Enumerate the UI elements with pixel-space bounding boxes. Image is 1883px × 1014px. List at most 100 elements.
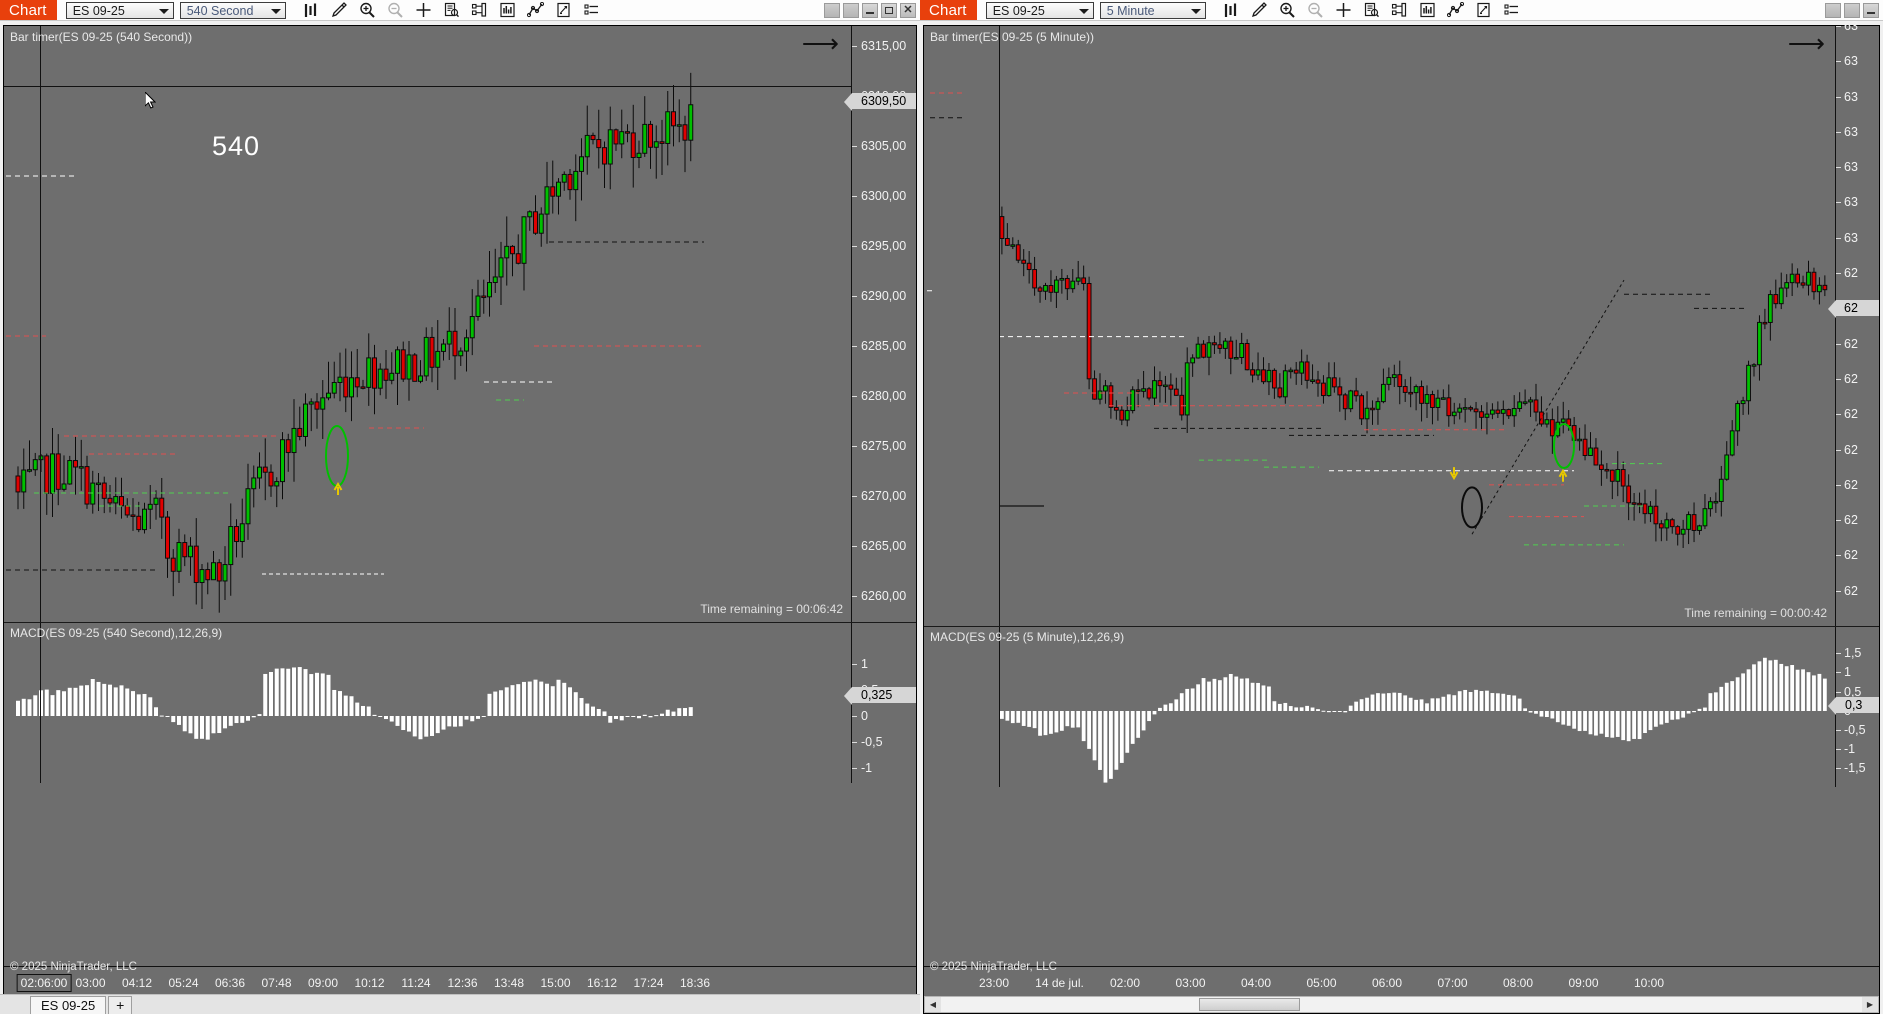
bars-chart-icon[interactable] <box>298 0 326 21</box>
time-tick-left: 16:12 <box>586 976 618 990</box>
price-tick-left: 6305,00 <box>852 139 916 153</box>
macd-plot-left[interactable]: MACD(ES 09-25 (540 Second),12,26,9) <box>4 623 851 783</box>
instrument-select-right[interactable]: ES 09-25 <box>985 2 1094 19</box>
scroll-track-right[interactable] <box>941 997 1862 1012</box>
time-tick-left: 13:48 <box>493 976 525 990</box>
bottom-tab-bar[interactable]: ES 09-25 + <box>0 994 920 1014</box>
macd-plot-right[interactable]: MACD(ES 09-25 (5 Minute),12,26,9) <box>924 627 1835 787</box>
layout-icon[interactable] <box>1386 0 1414 21</box>
time-remaining-right: Time remaining = 00:00:42 <box>1684 606 1827 620</box>
chart-area-right[interactable]: Bar timer(ES 09-25 (5 Minute)) Time rema… <box>920 19 1883 1014</box>
bars-chart-icon[interactable] <box>1218 0 1246 21</box>
time-tick-right: 09:00 <box>1568 976 1599 990</box>
crosshair-icon[interactable] <box>1330 0 1358 21</box>
time-tick-left: 06:36 <box>214 976 246 990</box>
time-axis-right[interactable]: 23:00 14 de jul. 02:00 03:00 04:00 05:00 06:00… <box>924 966 1879 996</box>
time-tick-left: 17:24 <box>633 976 664 990</box>
add-tab-button[interactable]: + <box>108 996 133 1014</box>
indicator-icon[interactable] <box>1414 0 1442 21</box>
instrument-select-left[interactable]: ES 09-25 <box>65 2 174 19</box>
arrow-right-icon[interactable]: ⟶ <box>1787 28 1825 58</box>
scroll-left-button[interactable]: ◀ <box>925 997 941 1012</box>
chart-menu-button-right[interactable]: Chart <box>920 0 977 20</box>
price-tick-left: 6280,00 <box>852 389 916 403</box>
maximize-button[interactable] <box>881 2 897 18</box>
price-candles-left <box>6 72 704 613</box>
price-tick-right: 63 <box>1836 195 1879 209</box>
macd-axis-right[interactable]: 1,510,50-0,5-1-1,5 0,3 <box>1828 627 1879 787</box>
macd-tick-right: -1,5 <box>1836 761 1879 775</box>
price-plot-left[interactable]: Bar timer(ES 09-25 (540 Second)) 540 Tim… <box>4 26 851 622</box>
scroll-thumb-right[interactable] <box>1198 998 1301 1011</box>
macd-axis-left[interactable]: 10,50-0,5-1 0,325 <box>844 623 916 783</box>
line-study-icon[interactable] <box>522 0 550 21</box>
chart-panel-left: Chart ES 09-25 540 Second <box>0 0 920 1014</box>
time-tick-left: 10:12 <box>354 976 385 990</box>
time-axis-left[interactable]: 02:06:00 03:00 04:12 05:24 06:36 07:48 09:00 10… <box>4 966 916 996</box>
chevron-down-icon <box>1078 8 1089 14</box>
pane-divider-right[interactable] <box>924 626 1879 627</box>
data-box-icon[interactable] <box>438 0 466 21</box>
close-button[interactable]: ✕ <box>900 2 916 18</box>
period-select-left[interactable]: 540 Second <box>179 2 286 19</box>
scroll-right-button[interactable]: ▶ <box>1862 997 1878 1012</box>
price-tick-left: 6270,00 <box>852 489 916 503</box>
price-tick-left: 6315,00 <box>852 39 916 53</box>
list-icon[interactable] <box>1498 0 1526 21</box>
chart-body-right[interactable]: Bar timer(ES 09-25 (5 Minute)) Time rema… <box>923 19 1880 1014</box>
macd-tick-left: 1 <box>852 657 916 671</box>
price-tick-right: 62 <box>1836 337 1879 351</box>
macd-pane-left[interactable]: MACD(ES 09-25 (540 Second),12,26,9) 10,5… <box>4 623 916 783</box>
properties-icon[interactable] <box>550 0 578 21</box>
pane-divider-left[interactable] <box>4 622 916 623</box>
line-study-icon[interactable] <box>1442 0 1470 21</box>
zoom-in-icon[interactable] <box>1274 0 1302 21</box>
restore-up-button[interactable] <box>1844 2 1860 18</box>
zoom-out-icon[interactable] <box>382 0 410 21</box>
time-tick-left: 02:06:00 <box>16 974 72 992</box>
chart-menu-button-left[interactable]: Chart <box>0 0 57 20</box>
restore-up-button[interactable] <box>843 2 859 18</box>
chevron-down-icon <box>158 8 169 14</box>
price-axis-left[interactable]: 6315,006310,006305,006300,006295,006290,… <box>844 26 916 622</box>
price-tick-right: 62 <box>1836 584 1879 598</box>
chart-area-left[interactable]: Bar timer(ES 09-25 (540 Second)) 540 Tim… <box>0 22 920 1014</box>
chart-panel-right: Chart ES 09-25 5 Minute <box>920 0 1883 1014</box>
pencil-icon[interactable] <box>1246 0 1274 21</box>
zoom-in-icon[interactable] <box>354 0 382 21</box>
price-tick-right: 63 <box>1836 90 1879 104</box>
zoom-out-icon[interactable] <box>1302 0 1330 21</box>
chevron-down-icon <box>1190 8 1201 14</box>
restore-down-button[interactable] <box>1825 2 1841 18</box>
price-tick-right: 62 <box>1836 407 1879 421</box>
horizontal-scrollbar-right[interactable]: ◀ ▶ <box>924 996 1879 1013</box>
price-pane-right[interactable]: Bar timer(ES 09-25 (5 Minute)) Time rema… <box>924 19 1879 626</box>
crosshair-icon[interactable] <box>410 0 438 21</box>
restore-down-button[interactable] <box>824 2 840 18</box>
period-select-value-right: 5 Minute <box>1106 3 1155 18</box>
time-tick-right: 03:00 <box>1175 976 1206 990</box>
price-plot-right[interactable]: Bar timer(ES 09-25 (5 Minute)) Time rema… <box>924 26 1835 626</box>
data-box-icon[interactable] <box>1358 0 1386 21</box>
workspace-tab-es[interactable]: ES 09-25 <box>30 996 107 1014</box>
crosshair-horizontal-left <box>4 86 851 87</box>
time-tick-right: 02:00 <box>1109 976 1141 990</box>
list-icon[interactable] <box>578 0 606 21</box>
price-tick-right: 62 <box>1836 548 1879 562</box>
period-select-right[interactable]: 5 Minute <box>1099 2 1206 19</box>
time-tick-right: 14 de jul. <box>1035 976 1084 990</box>
time-tick-left: 04:12 <box>121 976 153 990</box>
arrow-right-icon[interactable]: ⟶ <box>801 28 839 58</box>
macd-pane-right[interactable]: MACD(ES 09-25 (5 Minute),12,26,9) 1,5 1 0,… <box>924 627 1879 787</box>
indicator-icon[interactable] <box>494 0 522 21</box>
layout-icon[interactable] <box>466 0 494 21</box>
minimize-button[interactable] <box>862 2 878 18</box>
minimize-button[interactable] <box>1863 2 1879 18</box>
chart-body-left[interactable]: Bar timer(ES 09-25 (540 Second)) 540 Tim… <box>3 25 917 1014</box>
pencil-icon[interactable] <box>326 0 354 21</box>
properties-icon[interactable] <box>1470 0 1498 21</box>
time-tick-right: 05:00 <box>1306 976 1337 990</box>
price-pane-left[interactable]: Bar timer(ES 09-25 (540 Second)) 540 Tim… <box>4 26 916 622</box>
price-tick-right: 63 <box>1836 19 1879 33</box>
